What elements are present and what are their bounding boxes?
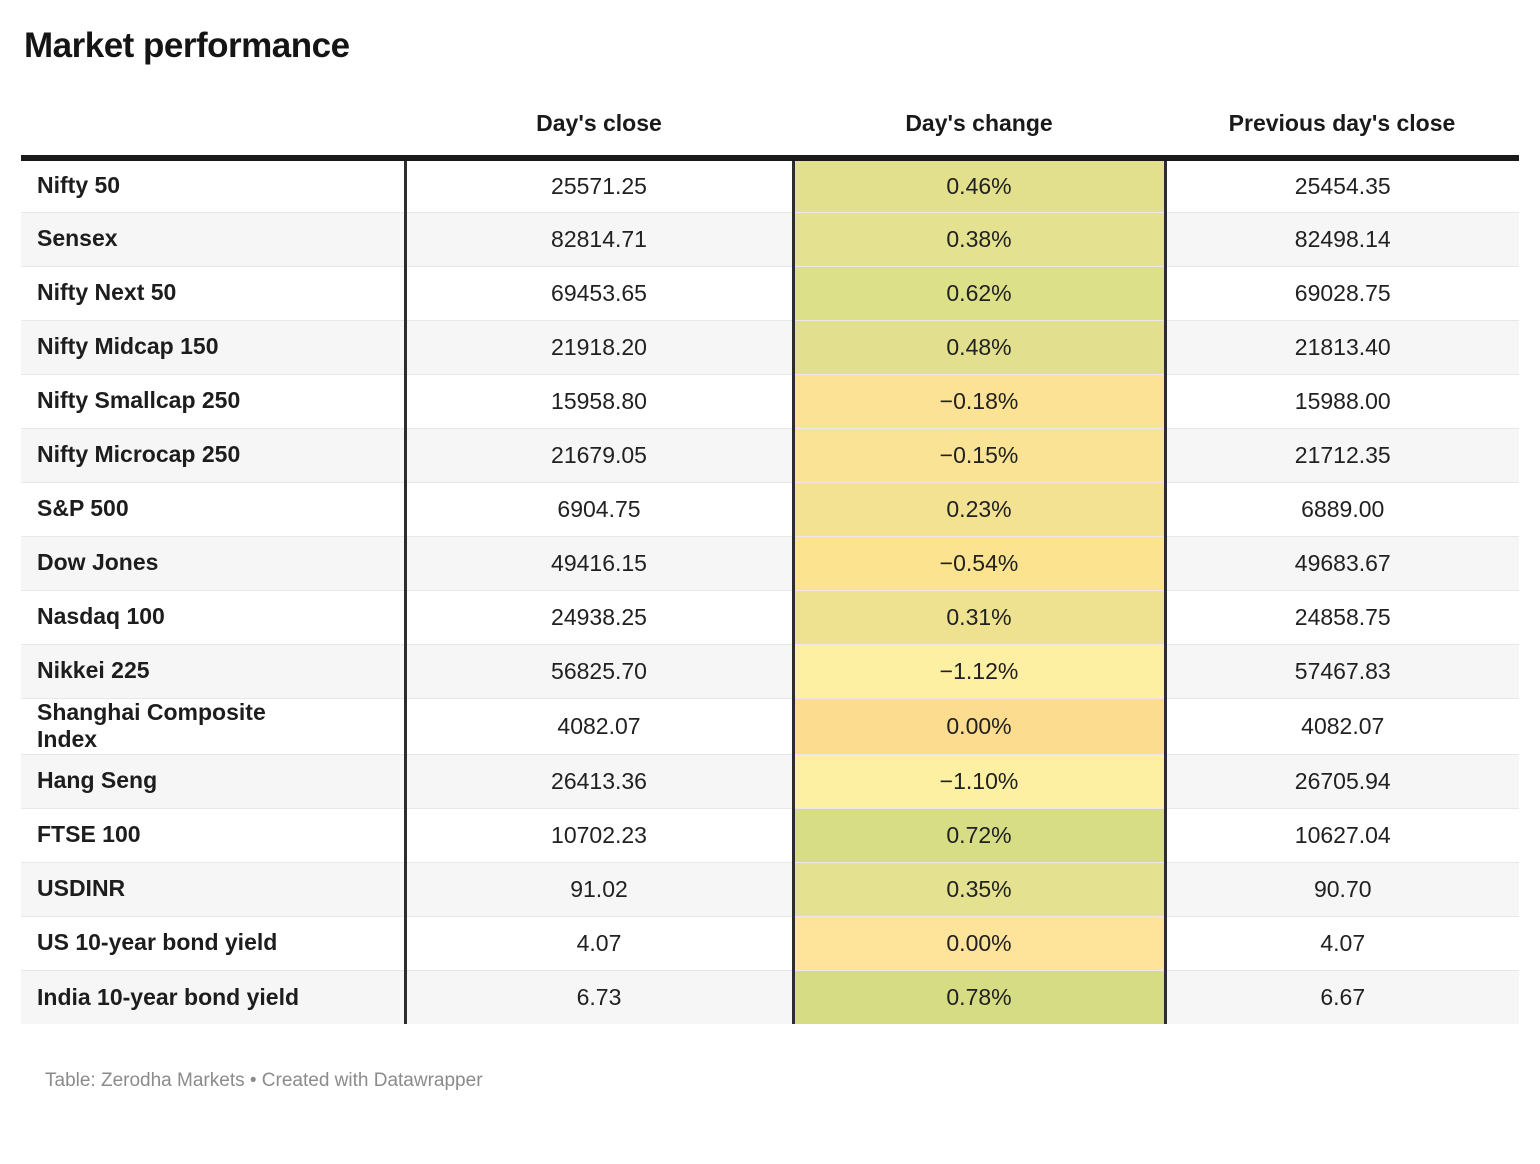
row-label-cell: Nasdaq 100: [21, 589, 407, 644]
column-header-blank: [21, 110, 405, 161]
days-change-cell: 0.00%: [791, 915, 1167, 971]
market-performance-table: Day's close Day's change Previous day's …: [21, 110, 1519, 1025]
column-header-days-close: Day's close: [405, 110, 793, 161]
table-row: Nasdaq 100 24938.25 0.31% 24858.75: [21, 589, 1519, 644]
row-label-cell: USDINR: [21, 861, 407, 917]
previous-close-cell: 25454.35: [1294, 172, 1391, 199]
days-close-cell: 82814.71: [405, 211, 793, 266]
days-change-cell: −1.12%: [791, 643, 1167, 698]
row-label-cell: Nifty Microcap 250: [21, 427, 407, 482]
table-row: Nifty Next 50 69453.65 0.62% 69028.75: [21, 265, 1519, 320]
page: Market performance Day's close Day's cha…: [21, 26, 1519, 1092]
previous-close-cell: 49683.67: [1165, 535, 1519, 590]
days-close-cell: 91.02: [405, 861, 793, 917]
table-row: Nifty Midcap 150 21918.20 0.48% 21813.40: [21, 319, 1519, 374]
previous-close-cell: 15988.00: [1165, 373, 1519, 428]
days-close-cell: 49416.15: [405, 535, 793, 590]
days-change-cell: 0.78%: [791, 969, 1167, 1025]
table-row: Nifty Microcap 250 21679.05 −0.15% 21712…: [21, 427, 1519, 482]
previous-close-cell: 6.67: [1165, 969, 1519, 1025]
column-header-previous-days-close: Previous day's close: [1165, 110, 1519, 161]
previous-close-cell: 26705.94: [1165, 753, 1519, 809]
table-row: Hang Seng 26413.36 −1.10% 26705.94: [21, 753, 1519, 809]
days-change-cell: −0.18%: [791, 373, 1167, 428]
table-row: Sensex 82814.71 0.38% 82498.14: [21, 211, 1519, 266]
table-row: Shanghai Composite Index 4082.07 0.00% 4…: [21, 697, 1519, 755]
row-label-cell: Shanghai Composite Index: [21, 697, 407, 755]
previous-close-cell: 24858.75: [1165, 589, 1519, 644]
table-row: Dow Jones 49416.15 −0.54% 49683.67: [21, 535, 1519, 590]
days-close-cell: 21918.20: [405, 319, 793, 374]
days-close-cell: 10702.23: [405, 807, 793, 863]
days-close-cell: 6.73: [405, 969, 793, 1025]
previous-close-cell: 21712.35: [1165, 427, 1519, 482]
previous-close-cell: 90.70: [1165, 861, 1519, 917]
days-close-cell: 25571.25: [551, 172, 647, 199]
days-change-cell: −0.15%: [791, 427, 1167, 482]
table-row: FTSE 100 10702.23 0.72% 10627.04: [21, 807, 1519, 863]
row-label-cell: Nifty Midcap 150: [21, 319, 407, 374]
days-close-cell: 4082.07: [405, 697, 793, 755]
days-close-cell: 69453.65: [405, 265, 793, 320]
table-row: Nifty 50 25571.25 0.46% 25454.35: [21, 158, 1519, 212]
row-label-cell: Nifty Next 50: [21, 265, 407, 320]
table-row: India 10-year bond yield 6.73 0.78% 6.67: [21, 969, 1519, 1025]
row-label-cell: Hang Seng: [21, 753, 407, 809]
days-change-cell: 0.46%: [791, 158, 1167, 212]
table-body: Nifty 50 25571.25 0.46% 25454.35 Sensex …: [21, 158, 1519, 1025]
days-change-cell: −1.10%: [791, 753, 1167, 809]
days-change-cell: 0.38%: [791, 211, 1167, 266]
days-change-cell: 0.72%: [791, 807, 1167, 863]
table-row: S&P 500 6904.75 0.23% 6889.00: [21, 481, 1519, 536]
days-change-cell: 0.62%: [791, 265, 1167, 320]
row-label-cell: FTSE 100: [21, 807, 407, 863]
page-title: Market performance: [24, 26, 350, 65]
row-label-cell: US 10-year bond yield: [21, 915, 407, 971]
previous-close-cell: 82498.14: [1165, 211, 1519, 266]
days-change-cell: 0.23%: [791, 481, 1167, 536]
previous-close-cell: 57467.83: [1165, 643, 1519, 698]
attribution-footer: Table: Zerodha Markets • Created with Da…: [45, 1070, 483, 1092]
previous-close-cell: 21813.40: [1165, 319, 1519, 374]
previous-close-cell: 69028.75: [1165, 265, 1519, 320]
table-row: US 10-year bond yield 4.07 0.00% 4.07: [21, 915, 1519, 971]
table-row: Nifty Smallcap 250 15958.80 −0.18% 15988…: [21, 373, 1519, 428]
days-change-cell: −0.54%: [791, 535, 1167, 590]
days-close-cell: 4.07: [405, 915, 793, 971]
previous-close-cell: 10627.04: [1165, 807, 1519, 863]
days-change-cell: 0.00%: [791, 697, 1167, 755]
table-header: Day's close Day's change Previous day's …: [21, 110, 1519, 161]
row-label-cell: Nifty Smallcap 250: [21, 373, 407, 428]
days-close-cell: 15958.80: [405, 373, 793, 428]
table-row: Nikkei 225 56825.70 −1.12% 57467.83: [21, 643, 1519, 698]
row-label-cell: India 10-year bond yield: [21, 969, 407, 1025]
row-label-cell: Dow Jones: [21, 535, 407, 590]
column-header-days-change: Day's change: [793, 110, 1165, 161]
days-close-cell: 21679.05: [405, 427, 793, 482]
previous-close-cell: 4.07: [1165, 915, 1519, 971]
days-close-cell: 24938.25: [405, 589, 793, 644]
row-label-cell: Nifty 50: [21, 158, 407, 212]
days-close-cell: 26413.36: [405, 753, 793, 809]
row-label-cell: Nikkei 225: [21, 643, 407, 698]
table-row: USDINR 91.02 0.35% 90.70: [21, 861, 1519, 917]
days-change-cell: 0.35%: [791, 861, 1167, 917]
row-label-cell: Sensex: [21, 211, 407, 266]
row-label-cell: S&P 500: [21, 481, 407, 536]
days-change-cell: 0.48%: [791, 319, 1167, 374]
days-close-cell: 56825.70: [405, 643, 793, 698]
days-change-cell: 0.31%: [791, 589, 1167, 644]
previous-close-cell: 6889.00: [1165, 481, 1519, 536]
days-close-cell: 6904.75: [405, 481, 793, 536]
previous-close-cell: 4082.07: [1165, 697, 1519, 755]
